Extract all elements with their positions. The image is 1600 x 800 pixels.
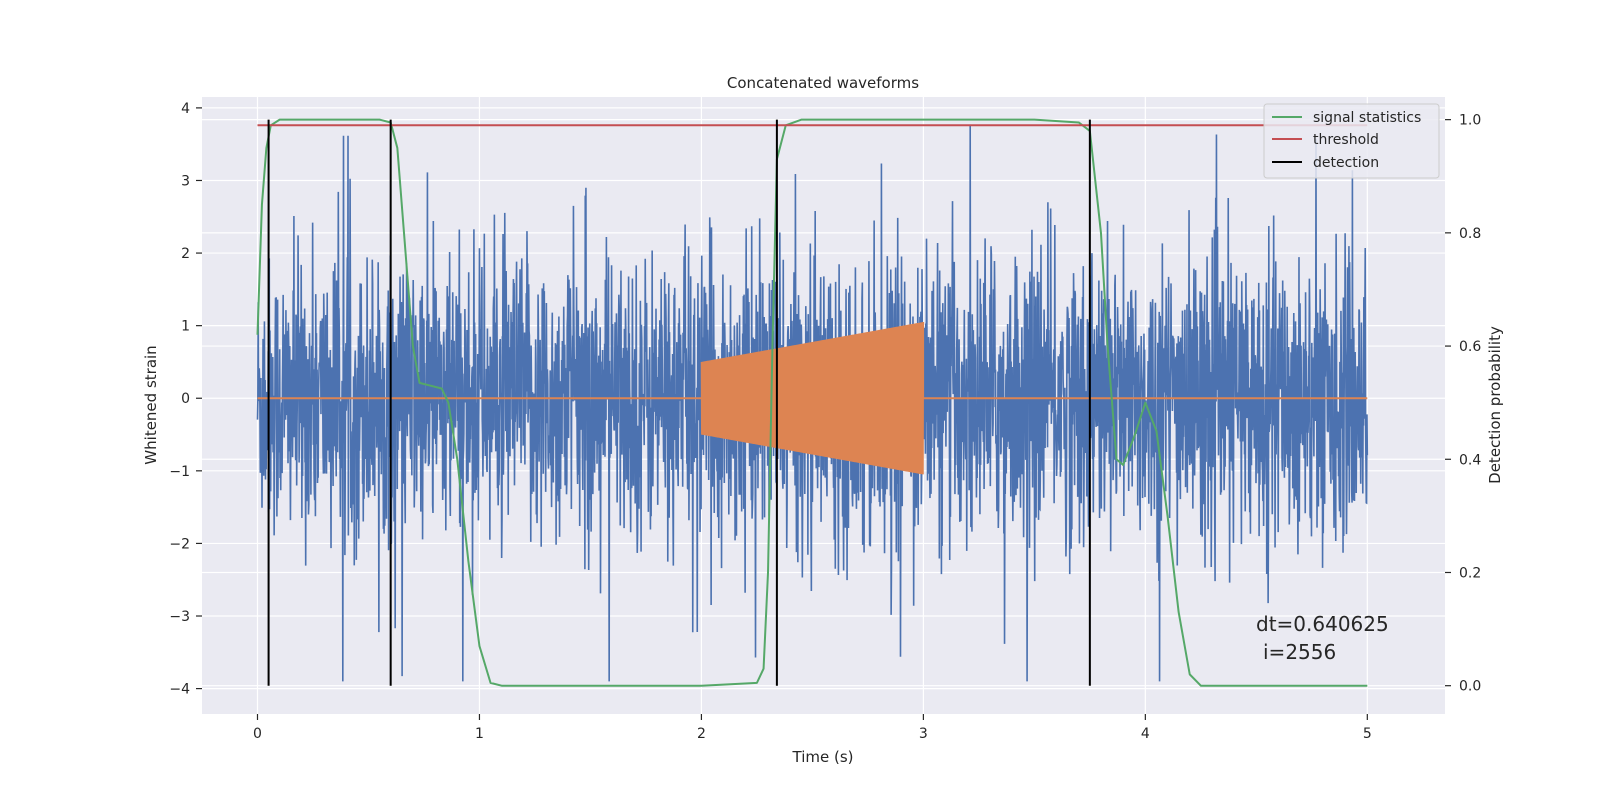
annotation-dt: dt=0.640625 [1256,612,1389,636]
left-y-tick-label-8: 4 [181,101,190,117]
signal-statistics-series [256,118,1368,687]
legend: signal statistics threshold detection [1263,103,1440,179]
chart-title: Concatenated waveforms [727,74,919,92]
injection-series [257,322,1368,475]
left-y-tick-label-2: −2 [169,536,190,552]
x-tick-label-3: 3 [919,726,928,742]
legend-label-detection: detection [1313,155,1379,171]
left-y-tick-label-7: 3 [181,173,190,189]
x-axis-label: Time (s) [792,748,854,766]
left-y-tick-label-0: −4 [169,682,190,698]
right-y-axis-label: Detection probability [1486,326,1504,484]
x-tick-label-4: 4 [1141,726,1150,742]
left-y-tick-label-4: 0 [181,391,190,407]
right-y-tick-label-0: 0.0 [1459,679,1481,695]
left-y-axis-label: Whitened strain [142,345,160,464]
x-ticks: 0 1 2 3 4 5 [253,714,1372,742]
legend-box [1263,103,1440,179]
right-y-tick-label-3: 0.6 [1459,339,1481,355]
right-y-tick-label-5: 1.0 [1459,113,1481,129]
x-tick-label-0: 0 [253,726,262,742]
right-y-ticks: 0.0 0.2 0.4 0.6 0.8 1.0 [1445,113,1481,695]
x-tick-label-2: 2 [697,726,706,742]
left-y-tick-label-1: −3 [169,609,190,625]
right-y-tick-label-2: 0.4 [1459,452,1481,468]
right-y-tick-label-4: 0.8 [1459,226,1481,242]
left-y-tick-label-5: 1 [181,319,190,335]
annotation-i: i=2556 [1263,640,1336,664]
legend-label-threshold: threshold [1313,132,1379,148]
left-y-tick-label-6: 2 [181,246,190,262]
x-tick-label-5: 5 [1363,726,1372,742]
injection-waveform-0 [700,322,925,475]
left-y-ticks: −4 −3 −2 −1 0 1 2 3 4 [169,101,202,698]
noise-series [256,126,1369,682]
left-y-tick-label-3: −1 [169,464,190,480]
noise-line [256,126,1369,682]
x-tick-label-1: 1 [475,726,484,742]
right-y-tick-label-1: 0.2 [1459,565,1481,581]
legend-label-signal-statistics: signal statistics [1313,110,1421,126]
signal-statistics-line [256,118,1368,687]
detection-series [267,119,1091,686]
